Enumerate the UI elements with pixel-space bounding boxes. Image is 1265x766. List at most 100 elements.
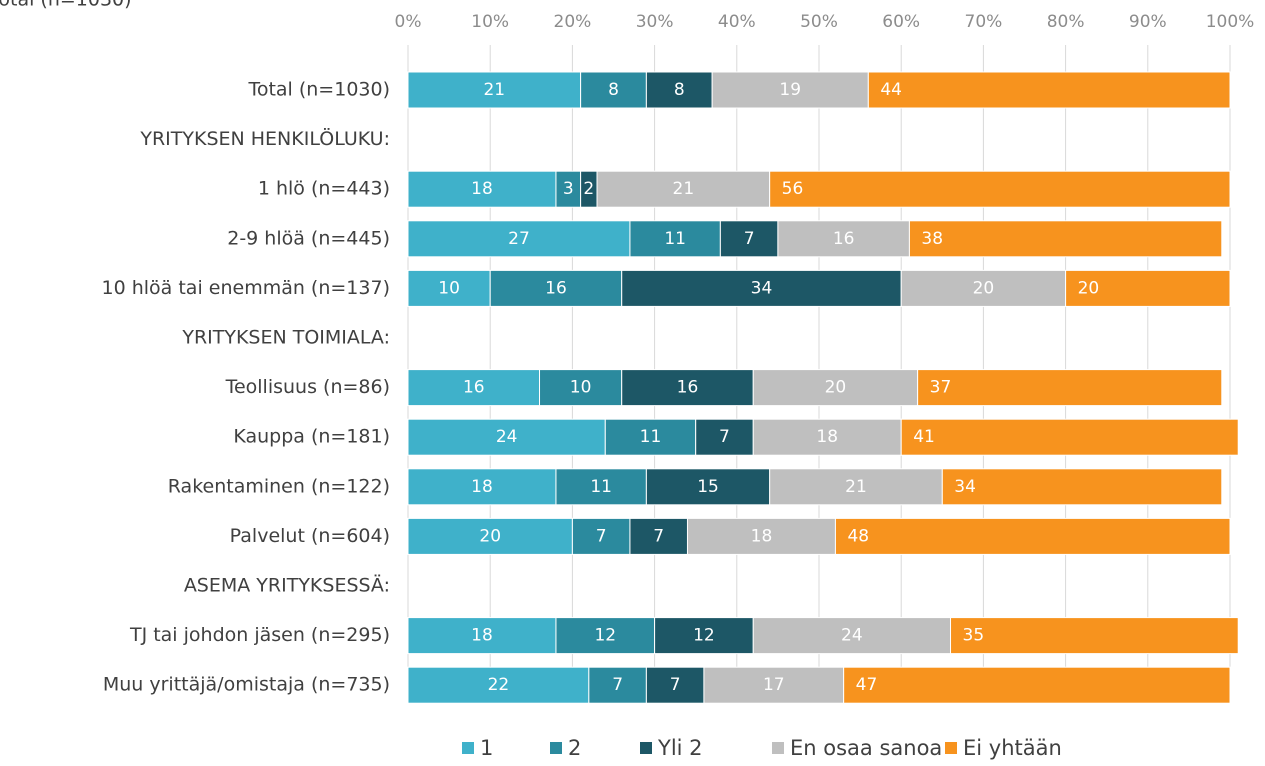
legend-swatch [550, 742, 562, 754]
bar-segment [867, 71, 1231, 109]
x-tick-label: 90% [1129, 12, 1167, 32]
bar-segment [621, 269, 902, 307]
data-label: 21 [845, 477, 867, 497]
category-label: YRITYKSEN TOIMIALA: [181, 327, 390, 349]
bar-segment [407, 418, 606, 456]
legend-label: 1 [480, 736, 493, 760]
data-label: 11 [590, 477, 612, 497]
category-label: TJ tai johdon jäsen (n=295) [129, 624, 390, 646]
data-label: 7 [719, 427, 730, 447]
x-tick-label: 20% [554, 12, 592, 32]
legend-label: Yli 2 [657, 736, 703, 760]
data-label: 16 [463, 378, 485, 398]
data-label: 37 [930, 378, 952, 398]
legend-label: 2 [568, 736, 581, 760]
bar-segment [777, 220, 910, 258]
data-label: 18 [471, 626, 493, 646]
data-label: 18 [751, 526, 773, 546]
data-label: 11 [640, 427, 662, 447]
category-label: Total (n=1030) [247, 79, 390, 101]
x-tick-label: 10% [471, 12, 509, 32]
bar-segment [900, 269, 1067, 307]
data-label: 19 [779, 80, 801, 100]
bar-segment [580, 71, 647, 109]
data-label: 8 [674, 80, 685, 100]
bar-segment [711, 71, 869, 109]
data-label: 7 [612, 675, 623, 695]
bar-segment [555, 170, 582, 208]
bar-segment [555, 617, 656, 655]
legend-swatch [462, 742, 474, 754]
x-tick-label: 60% [882, 12, 920, 32]
data-label: 56 [782, 179, 804, 199]
legend-label: Ei yhtään [963, 736, 1062, 760]
data-label: 20 [479, 526, 501, 546]
data-label: 34 [954, 477, 976, 497]
x-tick-label: 30% [636, 12, 674, 32]
data-label: 48 [847, 526, 869, 546]
bar-segment [908, 220, 1223, 258]
x-tick-label: 0% [395, 12, 422, 32]
data-label: 3 [563, 179, 574, 199]
x-tick-label: 80% [1047, 12, 1085, 32]
bar-segment [629, 517, 688, 555]
bar-segment [407, 269, 491, 307]
data-label: 41 [913, 427, 935, 447]
data-label: 7 [670, 675, 681, 695]
category-label: Rakentaminen (n=122) [168, 475, 390, 497]
bar-segment [407, 220, 631, 258]
bar-segment [571, 517, 631, 555]
data-label: 18 [471, 179, 493, 199]
bar-segment [695, 418, 754, 456]
data-label: 16 [677, 378, 699, 398]
data-label: 44 [880, 80, 902, 100]
bar-segment [686, 517, 836, 555]
bar-segment [917, 369, 1223, 407]
bar-segment [407, 666, 590, 704]
bar-segment [407, 468, 557, 506]
data-label: 21 [673, 179, 695, 199]
data-label: 38 [921, 229, 943, 249]
bar-segment [407, 369, 541, 407]
legend-swatch [772, 742, 784, 754]
bar-segment [719, 220, 779, 258]
bar-segment [1065, 269, 1231, 307]
data-label: 16 [833, 229, 855, 249]
data-label: 20 [1078, 278, 1100, 298]
category-label: 2-9 hlöä (n=445) [227, 227, 390, 249]
bar-segment [555, 468, 647, 506]
data-label: 34 [751, 278, 773, 298]
bar-segment [900, 418, 1239, 456]
data-label: 10 [438, 278, 460, 298]
data-label: 8 [608, 80, 619, 100]
data-label: 18 [816, 427, 838, 447]
bar-segment [407, 517, 573, 555]
bar-segment [769, 468, 943, 506]
data-label: 12 [693, 626, 715, 646]
data-label: 16 [545, 278, 567, 298]
category-label: 10 hlöä tai enemmän (n=137) [102, 277, 390, 299]
x-tick-label: 100% [1206, 12, 1255, 32]
bar-segment [843, 666, 1231, 704]
bar-segment [752, 418, 902, 456]
data-label: 7 [653, 526, 664, 546]
data-label: 18 [471, 477, 493, 497]
data-label: 20 [825, 378, 847, 398]
bar-segment [539, 369, 623, 407]
legend-label: En osaa sanoa [790, 736, 942, 760]
x-tick-label: 50% [800, 12, 838, 32]
data-label: 27 [508, 229, 530, 249]
bar-segment [654, 617, 754, 655]
data-label: 24 [841, 626, 863, 646]
data-label: 17 [763, 675, 785, 695]
data-label: 20 [973, 278, 995, 298]
category-label: YRITYKSEN HENKILÖLUKU: [139, 127, 390, 150]
bar-segment [596, 170, 771, 208]
chart-title: Total (n=1030) [0, 0, 132, 11]
data-label: 2 [583, 179, 594, 199]
category-label: Muu yrittäjä/omistaja (n=735) [103, 674, 390, 696]
bar-segment [407, 617, 557, 655]
category-label: Kauppa (n=181) [233, 426, 390, 448]
bar-segment [645, 468, 771, 506]
